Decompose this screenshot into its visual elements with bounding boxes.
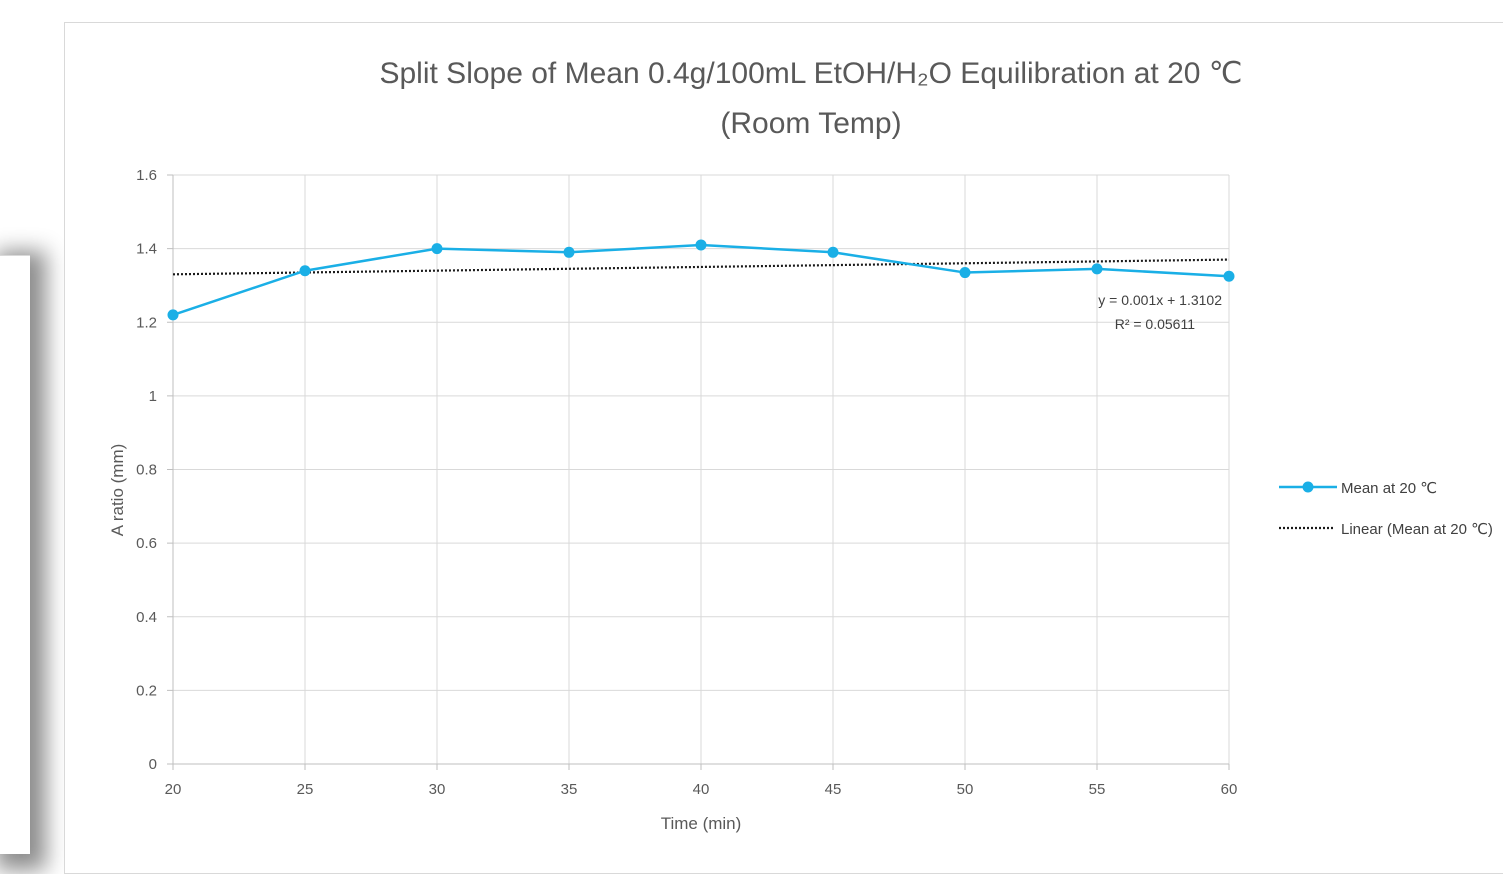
legend-item-linear: Linear (Mean at 20 ℃) [1279,521,1493,538]
chart-title-line2: (Room Temp) [720,107,901,140]
x-tick-label: 60 [1221,781,1238,798]
trendline-r-squared: R² = 0.05611 [1115,316,1196,332]
x-tick-label: 20 [165,781,182,798]
background-sheet [0,255,30,854]
chart-frame: Split Slope of Mean 0.4g/100mL EtOH/H₂O … [64,22,1503,874]
x-axis-ticks: 20 25 30 35 40 45 50 55 60 [165,764,1238,798]
data-point [959,267,971,279]
trendline-equation: y = 0.001x + 1.3102 [1098,292,1222,308]
x-tick-label: 35 [561,781,578,798]
x-axis-title: Time (min) [661,814,742,833]
data-point [167,309,179,321]
legend-label-mean: Mean at 20 ℃ [1341,480,1437,497]
series-points [167,239,1235,321]
y-tick-label: 0 [149,756,157,773]
data-point [695,239,707,251]
data-point [431,243,443,255]
legend-item-mean: Mean at 20 ℃ [1279,480,1437,497]
legend-label-linear: Linear (Mean at 20 ℃) [1341,521,1493,538]
legend: Mean at 20 ℃ Linear (Mean at 20 ℃) [1279,480,1493,538]
data-point [1223,270,1235,282]
data-point [563,246,575,258]
chart-title-line1: Split Slope of Mean 0.4g/100mL EtOH/H₂O … [379,57,1242,90]
line-chart: Split Slope of Mean 0.4g/100mL EtOH/H₂O … [108,57,1493,833]
x-tick-label: 50 [957,781,974,798]
y-tick-label: 0.4 [136,609,157,626]
x-tick-label: 40 [693,781,710,798]
data-point [827,246,839,258]
x-tick-label: 25 [297,781,314,798]
linear-trendline [172,258,1230,276]
x-tick-label: 45 [825,781,842,798]
y-tick-label: 1.6 [136,167,157,184]
y-tick-label: 1.2 [136,314,157,331]
y-tick-label: 1 [149,388,157,405]
y-tick-label: 1.4 [136,241,157,258]
y-tick-label: 0.6 [136,535,157,552]
legend-marker-series [1302,481,1314,493]
y-axis-ticks: 0 0.2 0.4 0.6 0.8 1 1.2 1.4 1.6 [136,167,173,773]
x-tick-label: 55 [1089,781,1106,798]
y-tick-label: 0.8 [136,462,157,479]
data-point [299,265,311,277]
data-point [1091,263,1103,275]
x-tick-label: 30 [429,781,446,798]
y-tick-label: 0.2 [136,682,157,699]
y-axis-title: A ratio (mm) [108,444,127,537]
gridlines [173,174,1230,764]
